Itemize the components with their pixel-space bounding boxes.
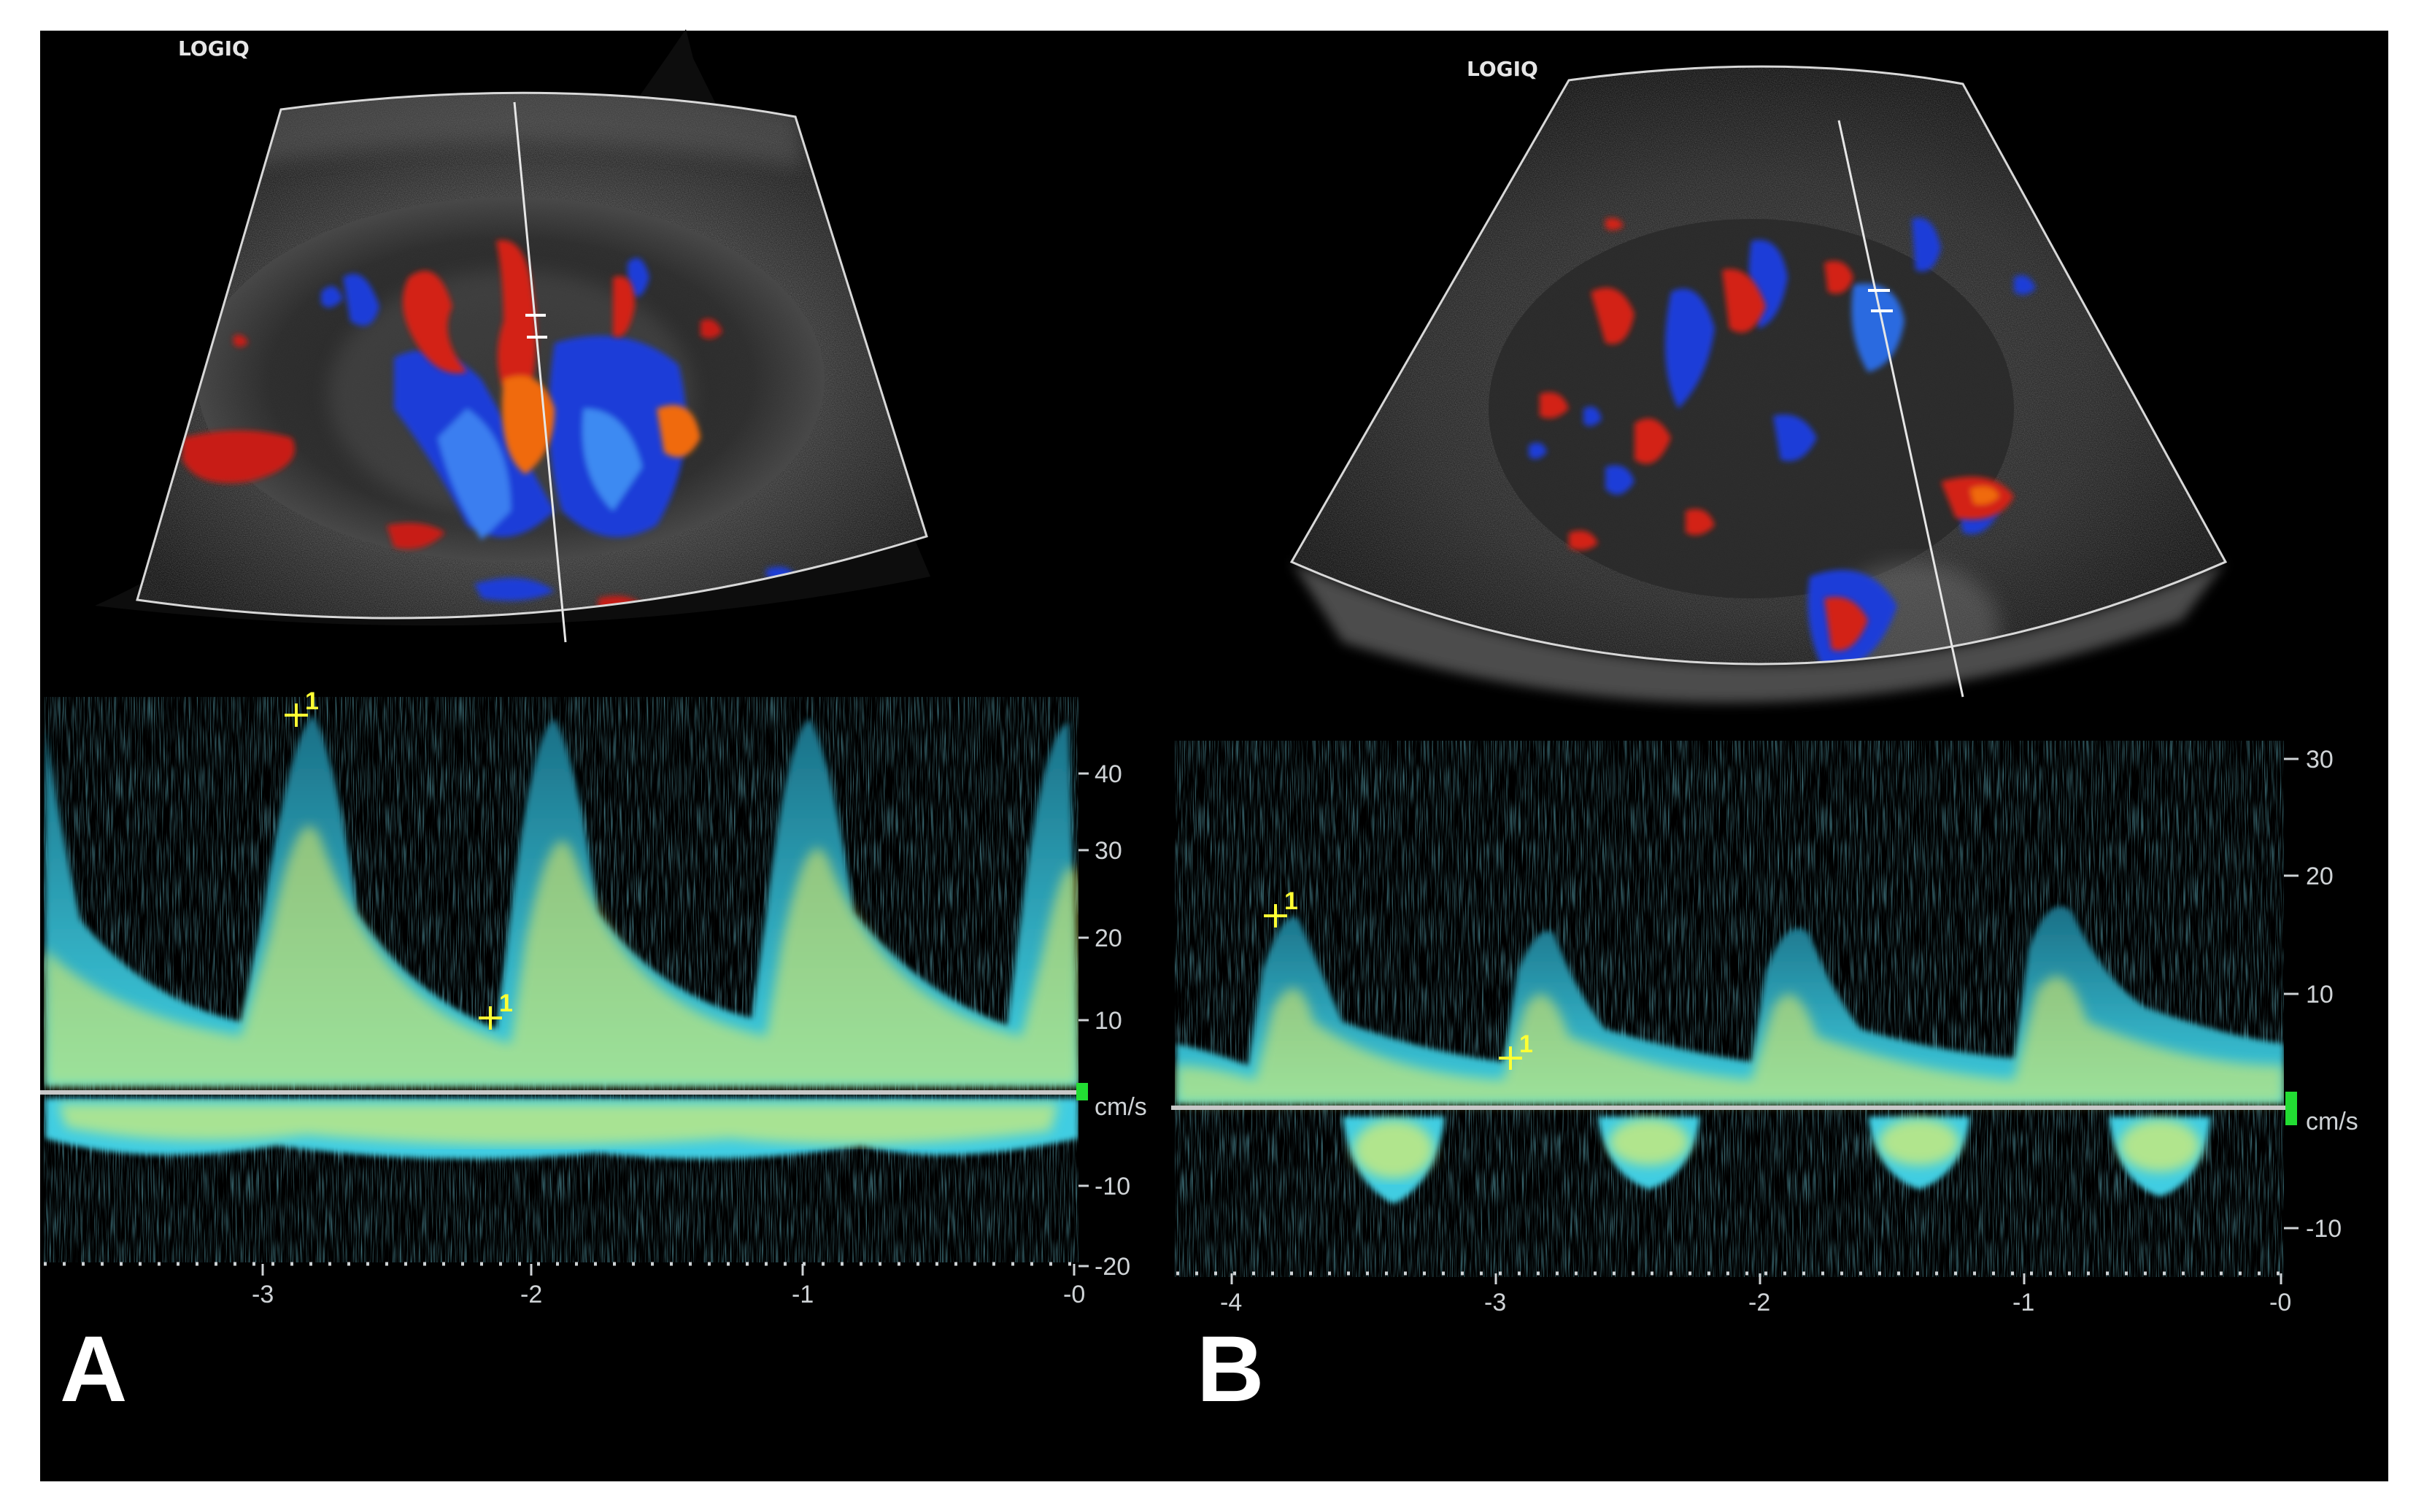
- caliper-a-peak: [285, 703, 308, 727]
- velocity-tick-a-neg20: -20: [1095, 1253, 1130, 1281]
- velocity-tick-b-20: 20: [2306, 863, 2334, 890]
- colorbox-outline-a: [136, 91, 928, 620]
- caliper-b-trough: [1499, 1046, 1522, 1070]
- velocity-tick-a-neg10: -10: [1095, 1173, 1130, 1200]
- time-tick-b-0: -0: [2269, 1289, 2291, 1316]
- caliper-b-peak: [1264, 904, 1287, 927]
- velocity-unit-a: cm/s: [1095, 1093, 1147, 1121]
- logo-a: LOGIQ: [178, 36, 250, 61]
- velocity-tick-a-40: 40: [1095, 760, 1122, 788]
- spectrum-b-forward: [1176, 906, 2284, 1103]
- velocity-tick-b-10: 10: [2306, 981, 2334, 1008]
- panel-b-color-doppler-image: LOGIQ: [1289, 57, 2228, 703]
- panel-a-color-doppler-image: LOGIQ: [95, 29, 930, 643]
- velocity-tick-a-10: 10: [1095, 1007, 1122, 1035]
- caliper-a-trough-label: 1: [499, 990, 513, 1017]
- cursor-line-a: [513, 101, 567, 643]
- baseline-b: [1171, 1106, 2286, 1110]
- time-tick-a-neg1: -1: [792, 1281, 814, 1308]
- panel-a-spectral-doppler: 40 30 20 10 cm/s -10 -20 -3 -2 -1 -0 1 1…: [40, 687, 1147, 1422]
- caliper-a-trough: [479, 1006, 502, 1030]
- panel-label-b: B: [1197, 1317, 1264, 1422]
- velocity-scale-b: [2284, 757, 2299, 1230]
- logo-b: LOGIQ: [1467, 57, 1538, 81]
- velocity-tick-b-neg10: -10: [2306, 1215, 2342, 1243]
- baseline-a: [40, 1090, 1084, 1095]
- baseline-marker-b: [2285, 1092, 2297, 1125]
- velocity-unit-b: cm/s: [2306, 1108, 2358, 1135]
- velocity-scale-a: [1078, 772, 1089, 1268]
- caliper-a-peak-label: 1: [305, 687, 319, 715]
- time-tick-a-0: -0: [1063, 1281, 1085, 1308]
- cursor-line-b: [1837, 120, 1964, 698]
- time-tick-b-neg1: -1: [2012, 1289, 2034, 1316]
- caliper-b-trough-label: 1: [1519, 1030, 1533, 1058]
- colorbox-outline-b: [1289, 65, 2228, 666]
- baseline-marker-a: [1076, 1083, 1088, 1100]
- velocity-tick-a-30: 30: [1095, 837, 1122, 865]
- time-tick-b-neg3: -3: [1484, 1289, 1506, 1316]
- velocity-tick-a-20: 20: [1095, 925, 1122, 952]
- time-tick-b-neg2: -2: [1748, 1289, 1770, 1316]
- velocity-tick-b-30: 30: [2306, 746, 2334, 774]
- panel-b-spectral-doppler: 30 20 10 cm/s -10 -4 -3 -2 -1 -0 1 1 B: [1171, 741, 2358, 1422]
- time-tick-a-neg2: -2: [520, 1281, 542, 1308]
- time-tick-b-neg4: -4: [1220, 1289, 1242, 1316]
- panel-label-a: A: [60, 1317, 127, 1422]
- caliper-b-peak-label: 1: [1284, 887, 1298, 915]
- time-tick-a-neg3: -3: [252, 1281, 274, 1308]
